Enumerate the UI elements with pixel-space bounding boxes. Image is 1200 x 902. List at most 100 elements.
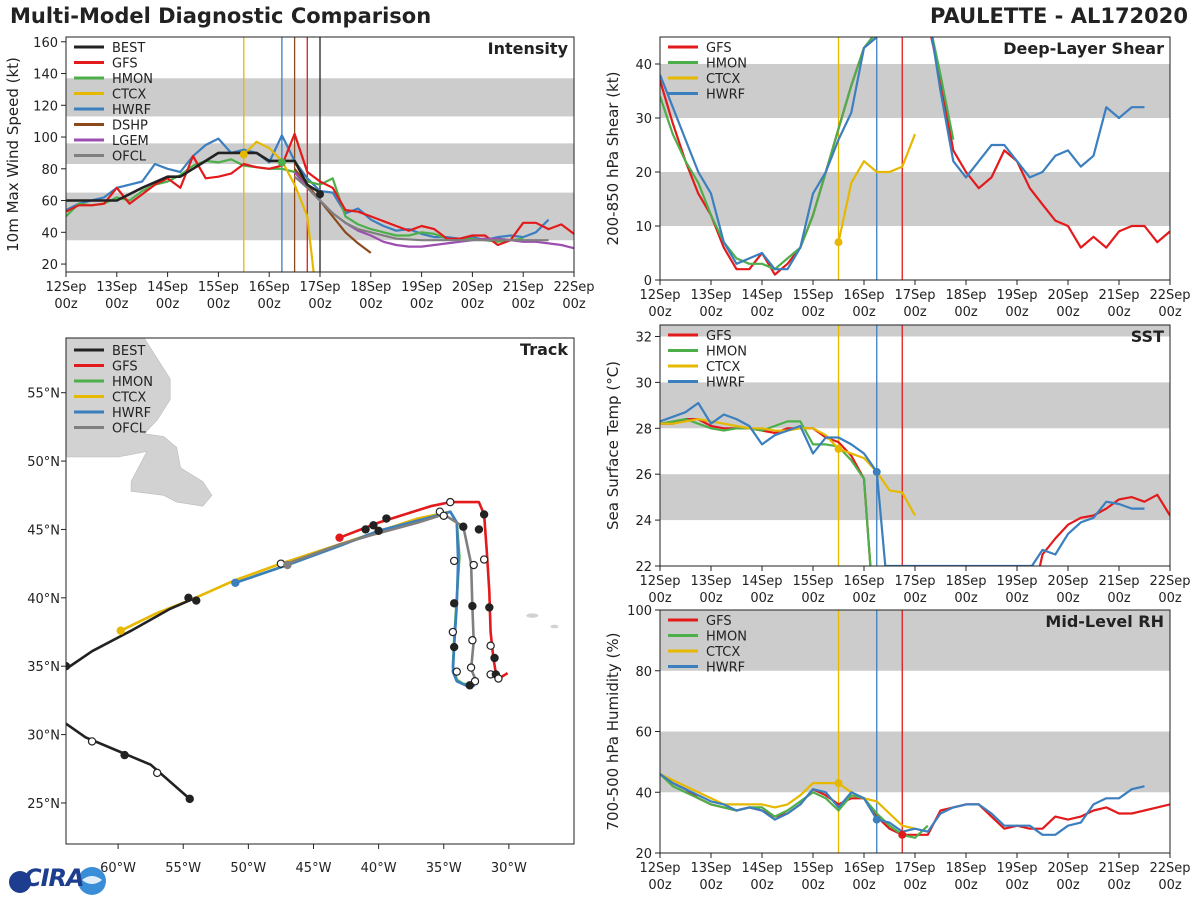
track-position-marker	[459, 522, 468, 531]
series-marker	[834, 779, 843, 788]
track-position-marker	[474, 525, 484, 534]
shaded-band	[660, 172, 1170, 226]
x-tick-label: 18Sep	[945, 288, 986, 303]
x-tick-label: 00z	[105, 297, 129, 312]
y-tick-label: 40°N	[27, 592, 60, 607]
x-tick-label: 45°W	[296, 861, 332, 872]
x-tick-label: 00z	[512, 297, 536, 312]
cira-logo: CIRA	[4, 864, 108, 898]
sst-panel: 22 24 26 28 30 32 12Sep 00z 13Sep 00z 14Sep 00z 15Se…	[604, 324, 1191, 606]
x-tick-label: 00z	[648, 591, 672, 606]
x-tick-label: 17Sep	[894, 861, 935, 876]
x-tick-label: 19Sep	[996, 861, 1037, 876]
x-tick-label: 00z	[852, 305, 876, 320]
track-position-marker	[361, 525, 370, 534]
x-tick-label: 21Sep	[503, 280, 544, 295]
series-ofcl	[293, 175, 549, 242]
x-tick-label: 00z	[1107, 305, 1131, 320]
x-tick-label: 20Sep	[1047, 861, 1088, 876]
x-tick-label: 00z	[156, 297, 180, 312]
track-position-marker	[486, 641, 495, 650]
y-tick-label: 40	[635, 786, 652, 801]
legend-label: LGEM	[112, 134, 149, 149]
series-ctcx	[660, 773, 916, 830]
y-tick-label: 45°N	[27, 523, 60, 538]
x-tick-label: 14Sep	[741, 861, 782, 876]
legend-label: HMON	[112, 72, 153, 87]
x-tick-label: 19Sep	[996, 288, 1037, 303]
y-tick-label: 35°N	[27, 660, 60, 675]
x-tick-label: 00z	[954, 305, 978, 320]
legend-label: OFCL	[112, 422, 147, 437]
legend-label: HMON	[706, 345, 747, 360]
y-tick-label: 50°N	[27, 455, 60, 470]
legend-label: CTCX	[112, 391, 146, 406]
track-position-marker	[469, 560, 478, 570]
y-tick-label: 40	[41, 226, 58, 241]
y-tick-label: 22	[635, 560, 652, 575]
x-tick-label: 14Sep	[147, 280, 188, 295]
legend-label: HWRF	[706, 88, 745, 103]
x-tick-label: 00z	[903, 591, 927, 606]
page-title: Multi-Model Diagnostic Comparison	[10, 4, 432, 28]
track-position-marker	[369, 521, 378, 530]
intensity-panel: 20 40 60 80 100 120 140 160 12Sep 00z 13Sep 00z 14Se…	[4, 36, 595, 312]
x-tick-label: 22Sep	[1149, 574, 1190, 589]
azores-island	[526, 613, 539, 618]
x-tick-label: 16Sep	[249, 280, 290, 295]
track-position-marker	[231, 578, 240, 587]
x-tick-label: 22Sep	[553, 280, 594, 295]
x-tick-label: 00z	[750, 878, 774, 893]
track-best	[66, 722, 191, 800]
track-position-marker	[120, 750, 129, 760]
legend-label: HMON	[706, 57, 747, 72]
y-tick-label: 20	[635, 847, 652, 862]
x-tick-label: 12Sep	[45, 280, 86, 295]
x-tick-label: 00z	[852, 591, 876, 606]
track-position-marker	[87, 737, 97, 746]
track-hmon	[234, 510, 470, 686]
series-marker	[834, 444, 843, 453]
x-tick-label: 00z	[648, 878, 672, 893]
y-axis-label: 700-500 hPa Humidity (%)	[604, 632, 622, 830]
shaded-band	[660, 731, 1170, 793]
track-position-marker	[449, 642, 459, 652]
x-tick-label: 30°W	[491, 861, 527, 872]
track-position-marker	[439, 511, 448, 520]
x-tick-label: 00z	[54, 297, 78, 312]
legend-label: OFCL	[112, 150, 147, 165]
track-position-marker	[485, 603, 494, 612]
rh-panel: 20 40 60 80 100 12Sep 00z 13Sep 00z 14Sep 00z 15Sep…	[604, 604, 1191, 893]
x-tick-label: 21Sep	[1098, 574, 1139, 589]
track-position-marker	[192, 596, 201, 605]
track-position-marker	[479, 510, 489, 519]
x-tick-label: 15Sep	[792, 574, 833, 589]
x-tick-label: 15Sep	[792, 288, 833, 303]
track-position-marker	[449, 599, 459, 608]
azores-island	[550, 624, 559, 629]
series-hmon	[660, 37, 955, 271]
cira-logo-text: CIRA	[24, 864, 85, 892]
y-axis-label: 200-850 hPa Shear (kt)	[604, 72, 622, 246]
track-hwrf	[234, 510, 475, 687]
series-marker	[898, 830, 907, 839]
x-tick-label: 20Sep	[1047, 574, 1088, 589]
y-tick-label: 32	[635, 330, 652, 345]
x-tick-label: 19Sep	[401, 280, 442, 295]
x-tick-label: 00z	[801, 878, 825, 893]
storm-name: PAULETTE - AL172020	[930, 4, 1188, 28]
x-tick-label: 20Sep	[452, 280, 493, 295]
track-ofcl	[286, 513, 478, 682]
legend-label: GFS	[706, 614, 732, 629]
track-position-marker	[382, 514, 391, 523]
x-tick-label: 00z	[359, 297, 383, 312]
x-tick-label: 00z	[852, 878, 876, 893]
track-position-marker	[468, 636, 477, 645]
y-tick-label: 140	[33, 68, 58, 83]
track-position-marker	[490, 653, 499, 663]
x-tick-label: 00z	[699, 878, 723, 893]
y-tick-label: 0	[644, 274, 652, 289]
x-tick-label: 00z	[308, 297, 332, 312]
